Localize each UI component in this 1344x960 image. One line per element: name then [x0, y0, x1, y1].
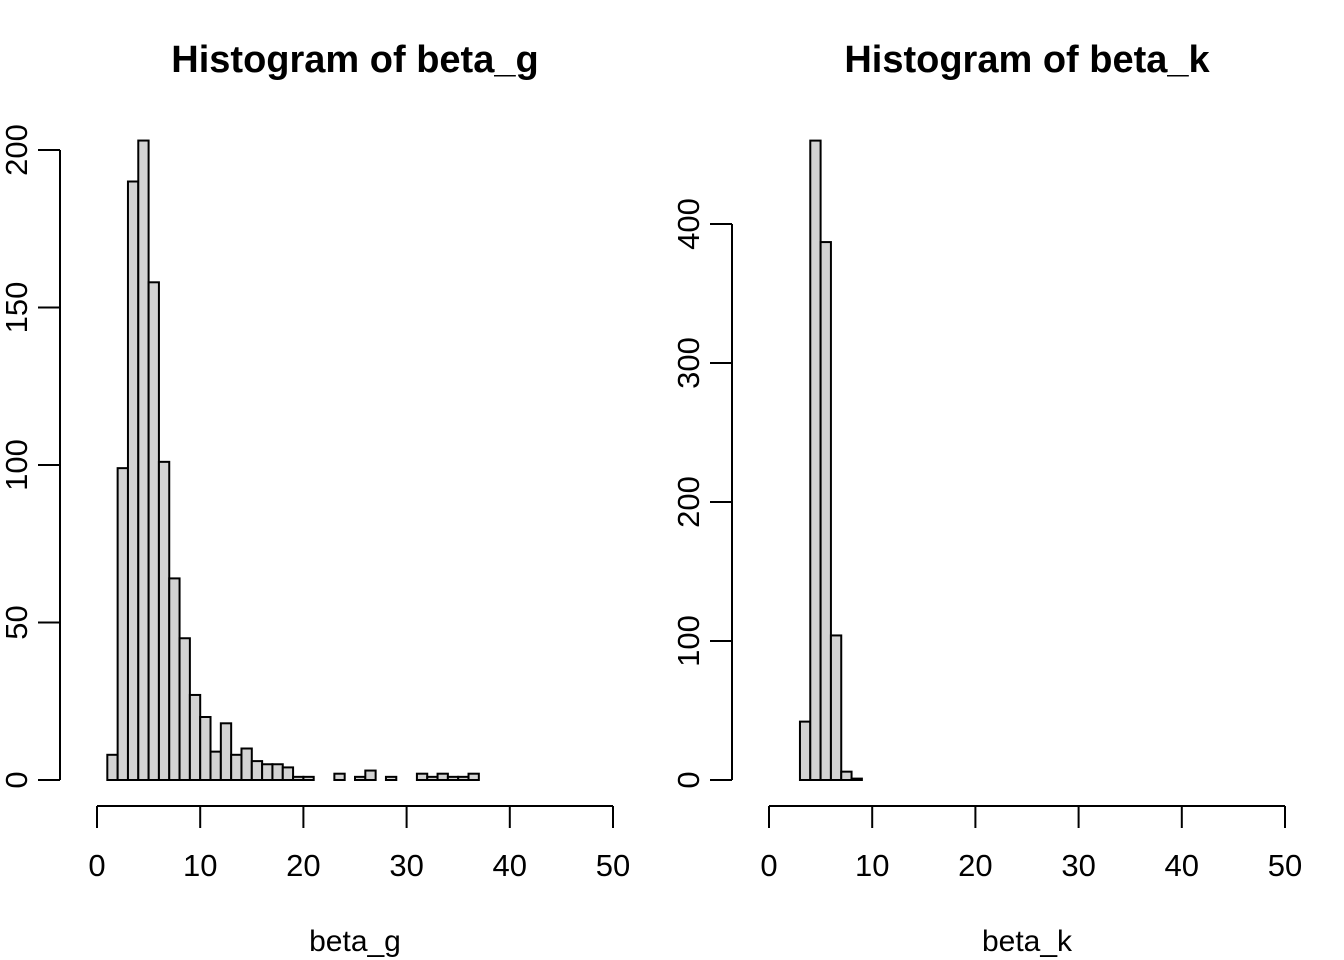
histogram-bar — [467, 772, 480, 782]
histogram-bar — [850, 777, 863, 781]
histogram-bar — [333, 772, 346, 782]
histogram-bar — [147, 281, 160, 781]
histogram-bar — [809, 139, 822, 782]
histogram-bar — [302, 775, 315, 781]
x-axis: 0 10 20 30 40 50 — [760, 805, 1302, 883]
x-tick-label: 30 — [389, 848, 423, 883]
y-tick-label: 0 — [0, 771, 34, 788]
y-axis: 0 50 100 150 200 — [0, 124, 61, 789]
histogram-bar — [126, 180, 140, 781]
bars-group — [106, 139, 480, 782]
histogram-bar — [840, 770, 853, 781]
y-tick-label: 50 — [0, 605, 34, 639]
histogram-bar — [209, 750, 222, 782]
histogram-bar — [446, 775, 460, 781]
histogram-bar — [219, 722, 233, 781]
x-axis: 0 10 20 30 40 50 — [88, 805, 630, 883]
y-tick-label: 400 — [671, 198, 706, 250]
bars-group — [798, 139, 863, 782]
histogram-panel-beta-g: Histogram of beta_g 0 10 20 30 40 50 0 50 100 15… — [0, 39, 630, 958]
histogram-bar — [137, 139, 150, 782]
histogram-bar — [829, 634, 843, 781]
y-tick-label: 150 — [0, 282, 34, 334]
y-tick-label: 0 — [671, 771, 706, 788]
histogram-bar — [230, 753, 243, 781]
x-tick-label: 10 — [183, 848, 217, 883]
x-tick-label: 30 — [1061, 848, 1095, 883]
histogram-bar — [250, 760, 264, 781]
histogram-bar — [116, 467, 129, 781]
y-axis: 0 100 200 300 400 — [671, 198, 733, 789]
x-tick-label: 40 — [493, 848, 527, 883]
histogram-bar — [168, 577, 181, 782]
histogram-bar — [819, 241, 832, 781]
y-tick-label: 200 — [671, 476, 706, 528]
histogram-bar — [354, 775, 367, 781]
histogram-bar — [457, 775, 470, 781]
histogram-bar — [798, 720, 812, 781]
x-tick-label: 40 — [1165, 848, 1199, 883]
histogram-bar — [199, 716, 212, 781]
histogram-bar — [261, 763, 274, 781]
histogram-bar — [292, 775, 305, 781]
x-tick-label: 50 — [596, 848, 630, 883]
histogram-panel-beta-k: Histogram of beta_k 0 10 20 30 40 50 0 100 200 3… — [671, 39, 1302, 958]
x-tick-label: 50 — [1268, 848, 1302, 883]
histogram-bar — [384, 775, 398, 781]
x-tick-label: 10 — [855, 848, 889, 883]
histogram-bar — [188, 693, 202, 782]
x-tick-label: 20 — [958, 848, 992, 883]
histogram-bar — [271, 763, 284, 781]
x-axis-label: beta_g — [309, 925, 401, 958]
histogram-bar — [281, 766, 295, 782]
x-axis-label: beta_k — [982, 925, 1073, 958]
histogram-bar — [426, 775, 439, 781]
histogram-bar — [364, 769, 377, 781]
x-tick-label: 20 — [286, 848, 320, 883]
x-tick-label: 0 — [760, 848, 777, 883]
chart-title: Histogram of beta_g — [171, 39, 538, 81]
y-tick-label: 200 — [0, 124, 34, 176]
histogram-bar — [415, 772, 429, 782]
histogram-bar — [436, 772, 449, 782]
y-tick-label: 300 — [671, 337, 706, 389]
chart-title: Histogram of beta_k — [844, 39, 1210, 81]
histogram-bar — [157, 460, 171, 781]
y-tick-label: 100 — [0, 439, 34, 491]
histogram-bar — [106, 753, 119, 781]
x-tick-label: 0 — [88, 848, 105, 883]
y-tick-label: 100 — [671, 615, 706, 667]
histogram-bar — [240, 747, 253, 781]
histogram-bar — [178, 637, 191, 781]
